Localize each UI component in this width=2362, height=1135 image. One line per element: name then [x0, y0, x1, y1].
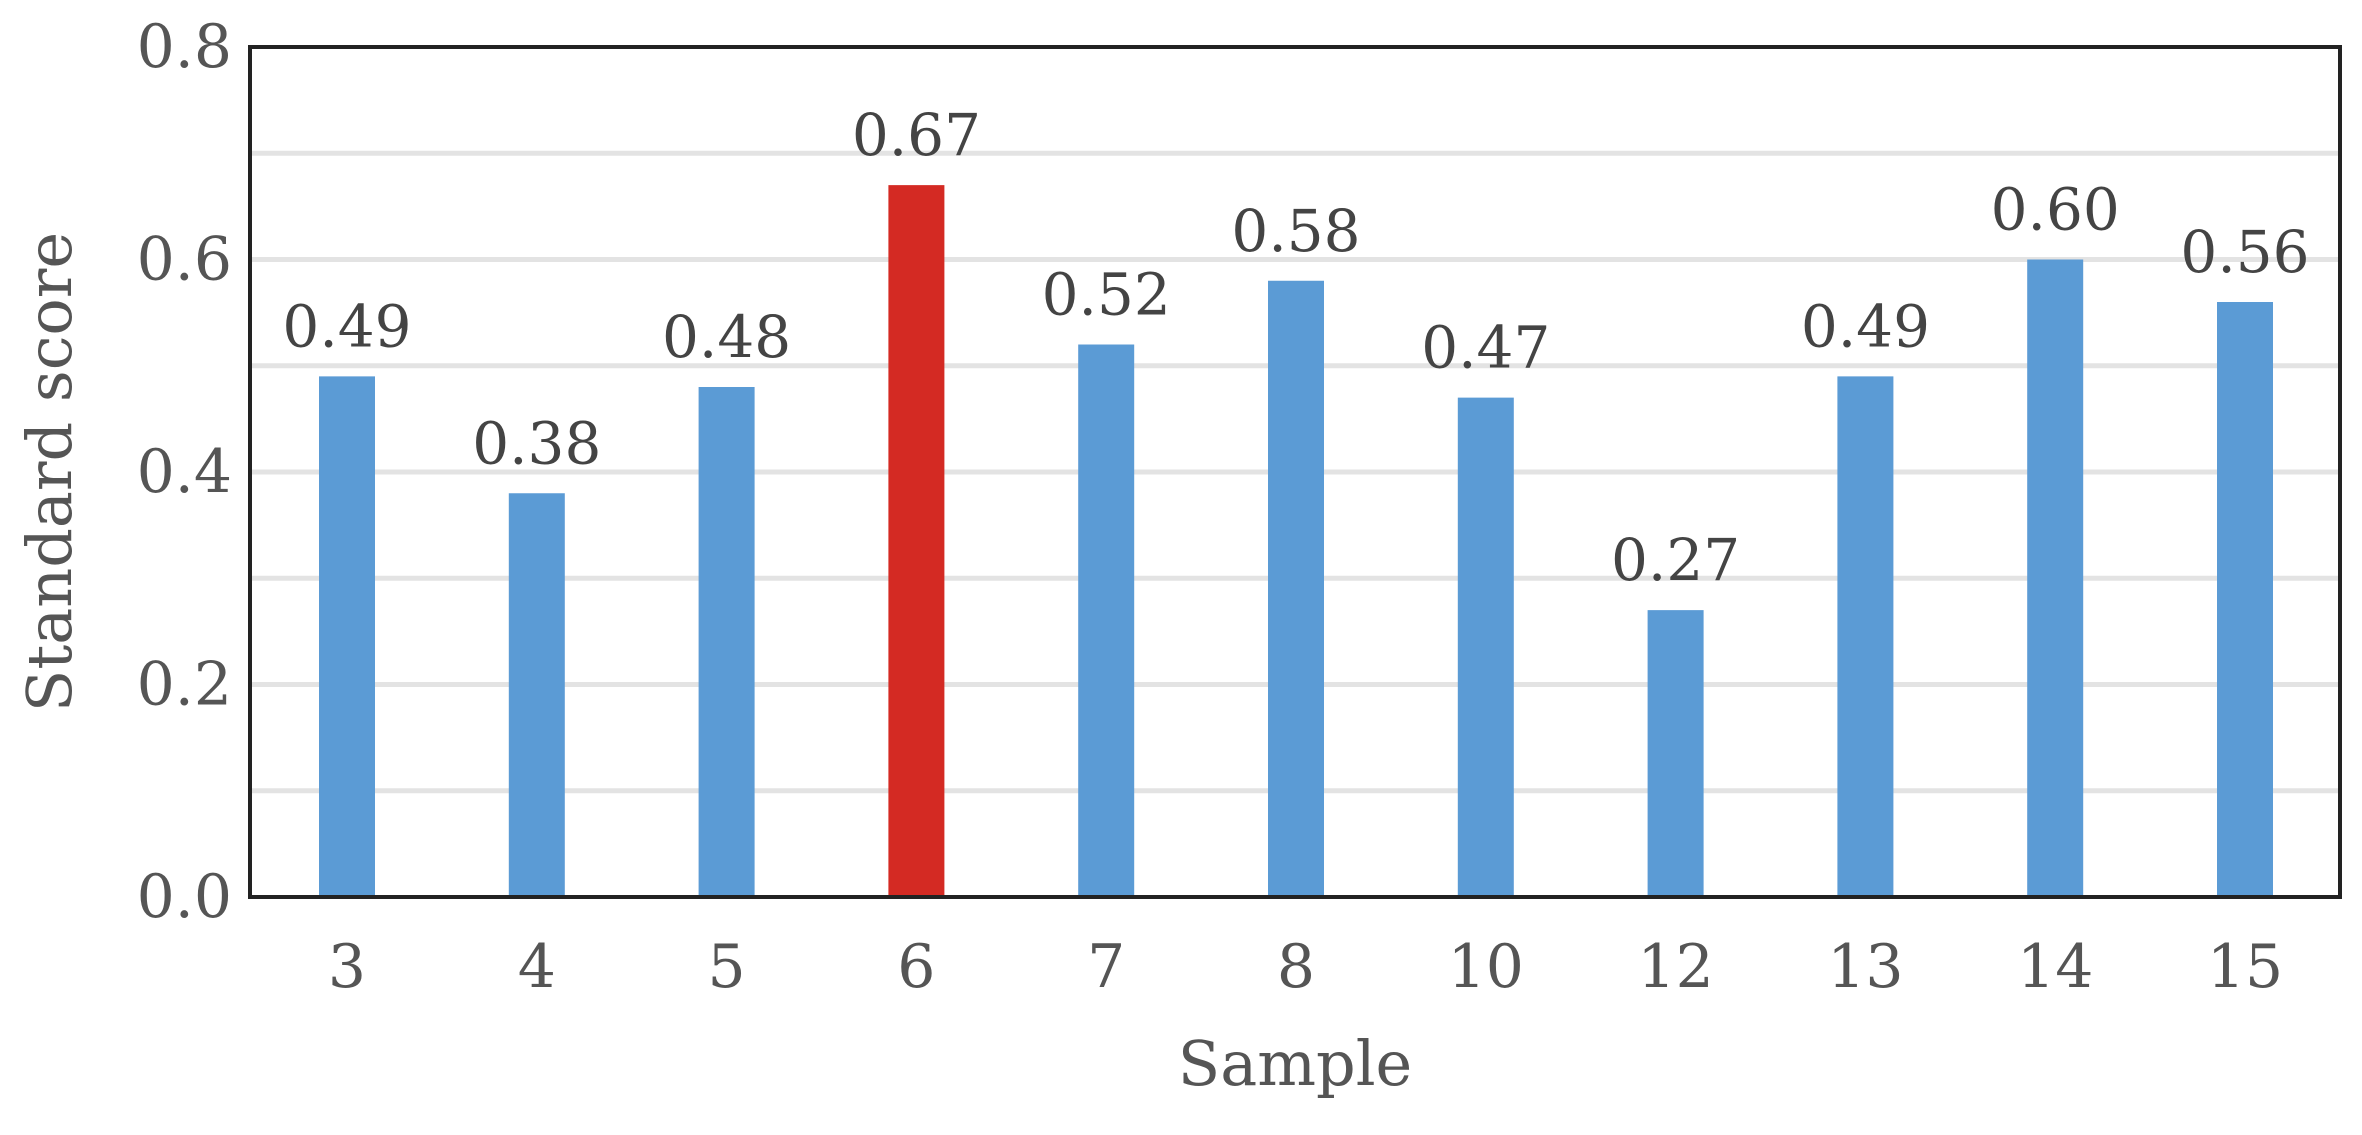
- y-tick-label: 0.0: [137, 862, 232, 932]
- x-tick-label: 5: [708, 932, 746, 1002]
- bar-value-label: 0.67: [852, 101, 981, 169]
- bars: [319, 185, 2273, 897]
- x-tick-label: 6: [897, 932, 935, 1002]
- bar-value-label: 0.60: [1991, 176, 2120, 244]
- x-tick-label: 7: [1087, 932, 1125, 1002]
- y-tick-label: 0.6: [137, 225, 232, 295]
- y-tick-label: 0.4: [137, 437, 232, 507]
- x-tick-label: 13: [1827, 932, 1903, 1002]
- plot-frame: [248, 45, 2342, 899]
- bar-value-label: 0.49: [282, 292, 411, 360]
- bar-value-label: 0.47: [1421, 314, 1550, 382]
- y-tick-label: 0.8: [137, 12, 232, 82]
- x-axis-ticks: 3 4 5 6 7 8 10 12 13 14 15: [328, 932, 2283, 1002]
- x-tick-label: 3: [328, 932, 366, 1002]
- bar-highlighted: [888, 185, 945, 897]
- x-tick-label: 8: [1277, 932, 1315, 1002]
- bar-value-label: 0.56: [2180, 218, 2309, 286]
- bar-value-label: 0.52: [1042, 261, 1171, 329]
- y-tick-label: 0.2: [137, 650, 232, 720]
- x-tick-label: 4: [518, 932, 556, 1002]
- x-tick-label: 10: [1448, 932, 1524, 1002]
- y-axis-ticks: 0.0 0.2 0.4 0.6 0.8: [137, 12, 232, 932]
- bar: [508, 493, 565, 897]
- bar: [1457, 397, 1514, 897]
- bar-value-label: 0.48: [662, 303, 791, 371]
- bar: [1268, 280, 1324, 897]
- x-tick-label: 15: [2207, 932, 2283, 1002]
- bar: [1837, 376, 1894, 897]
- bar: [2027, 259, 2084, 897]
- bar: [1647, 610, 1704, 897]
- x-axis-title: Sample: [1178, 1027, 1412, 1100]
- x-tick-label: 14: [2017, 932, 2093, 1002]
- bar-value-label: 0.38: [472, 409, 601, 477]
- bar: [1078, 344, 1135, 897]
- plot-border: [248, 45, 2342, 899]
- y-axis-title: Standard score: [13, 232, 86, 712]
- bar: [2217, 302, 2273, 897]
- bar-value-label: 0.49: [1801, 292, 1930, 360]
- bar: [698, 387, 755, 897]
- bar-value-labels: 0.49 0.38 0.48 0.67 0.52 0.58 0.47 0.27 0.49 0.60…: [282, 101, 2309, 594]
- bar-value-label: 0.58: [1231, 197, 1360, 265]
- bar: [319, 376, 375, 897]
- x-tick-label: 12: [1637, 932, 1713, 1002]
- bar-value-label: 0.27: [1611, 526, 1740, 594]
